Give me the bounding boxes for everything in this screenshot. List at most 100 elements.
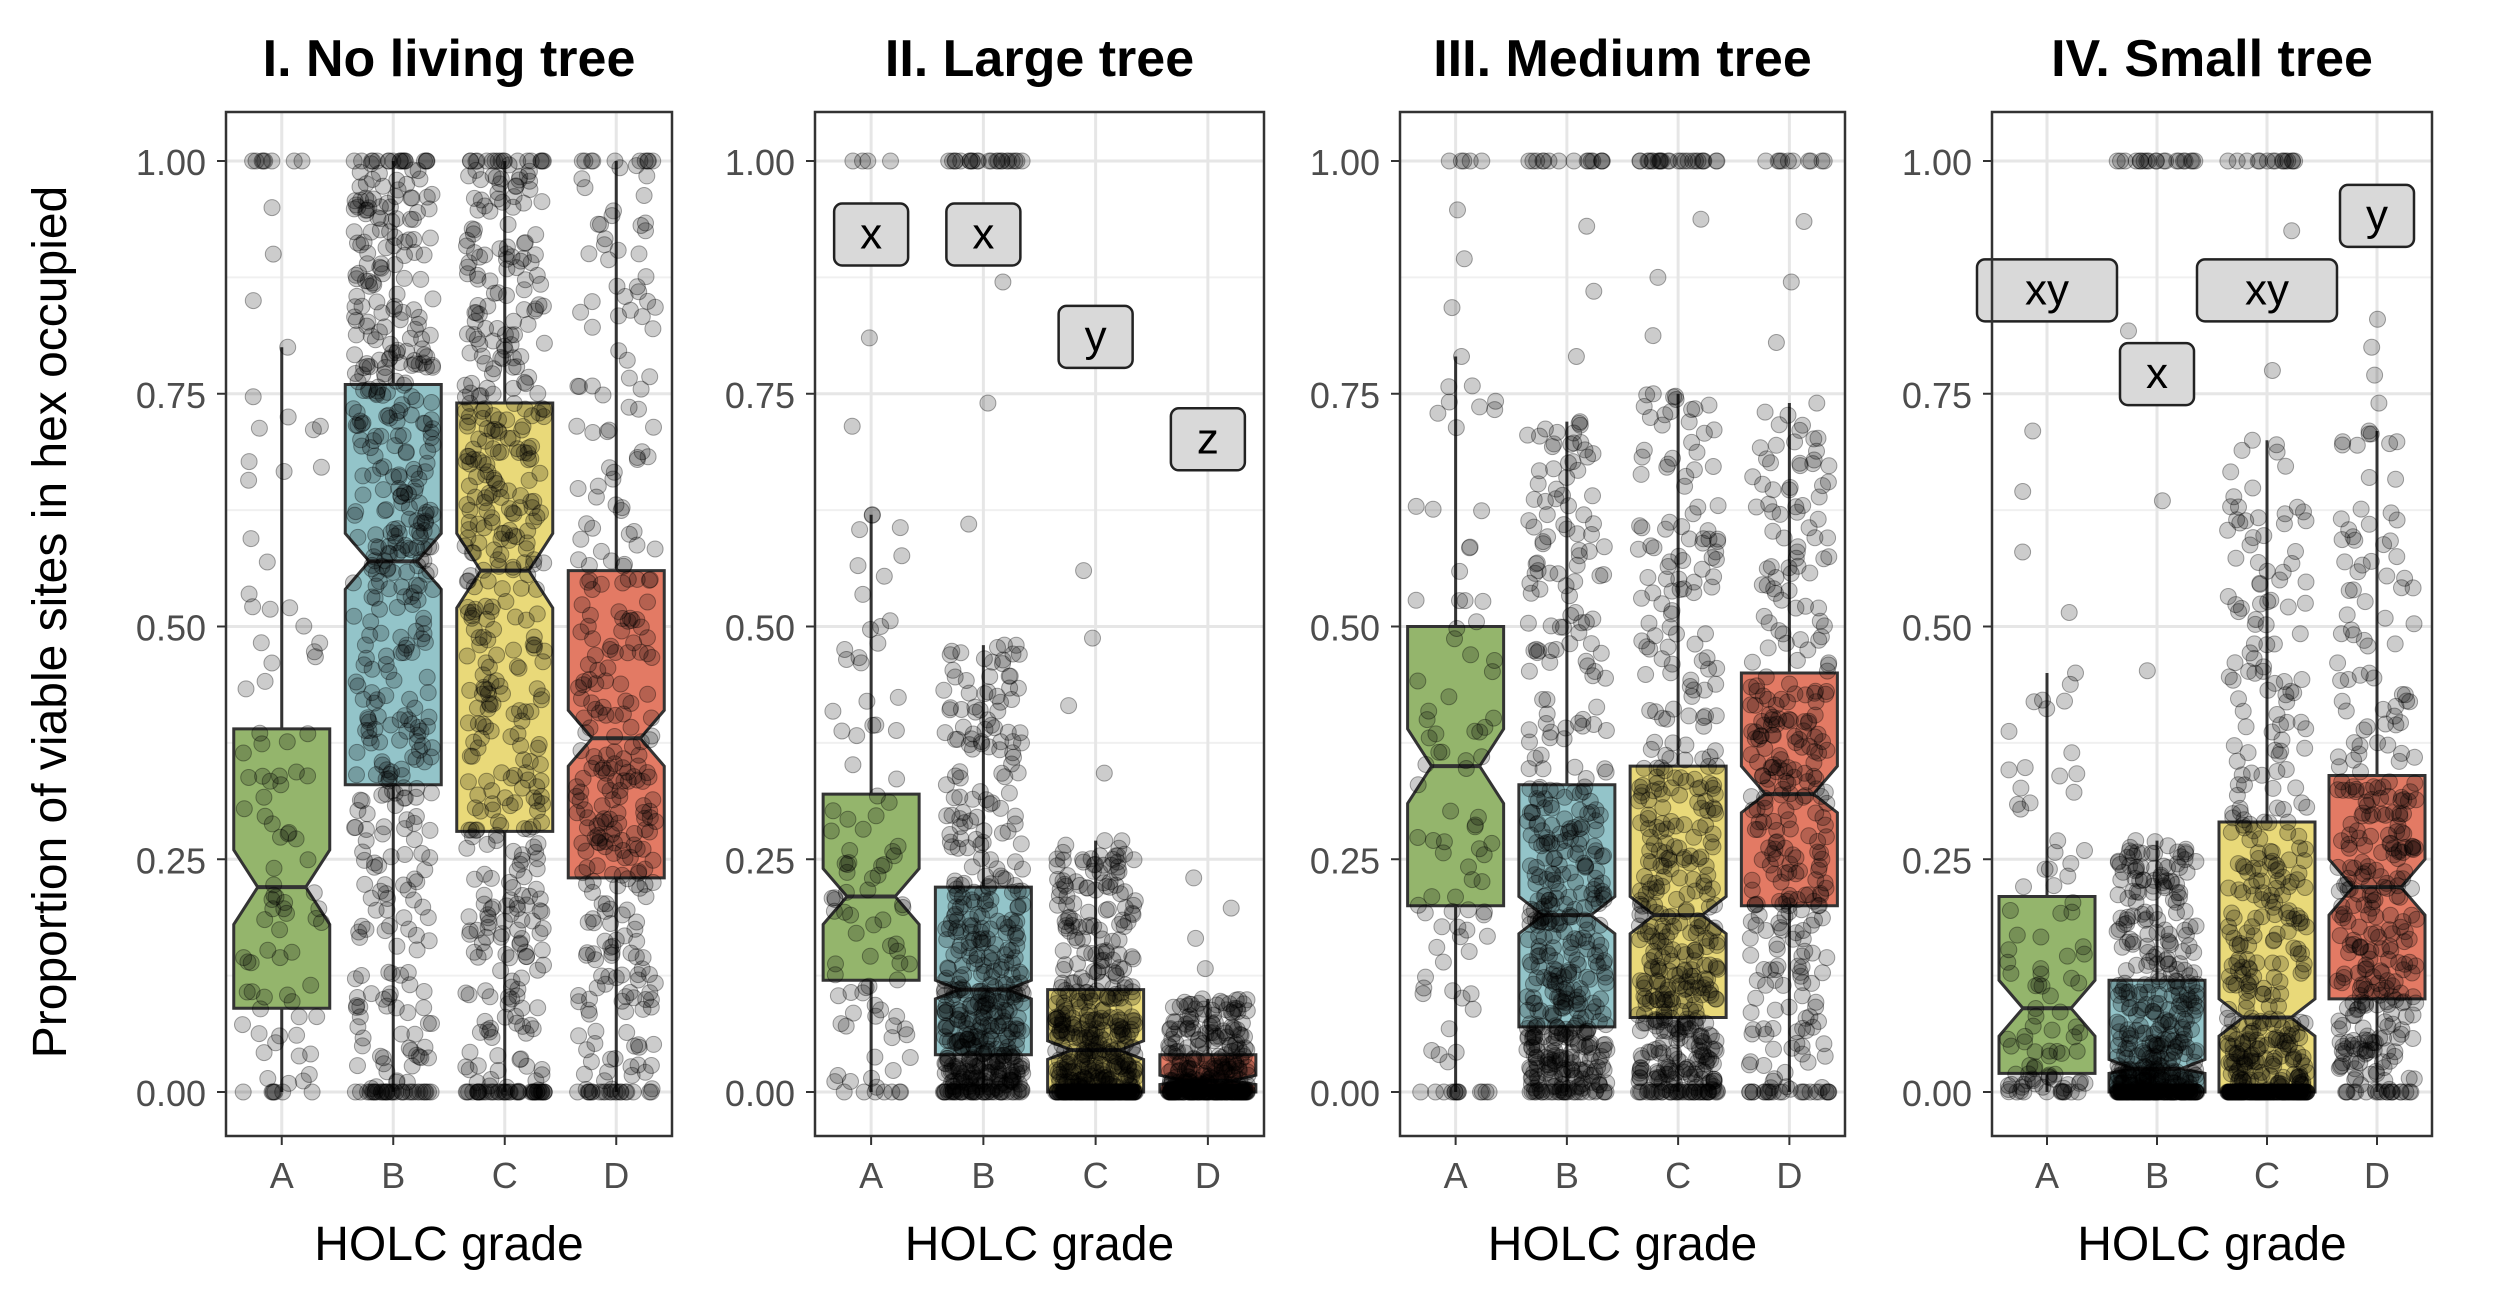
data-point	[1571, 785, 1589, 803]
data-point	[1707, 675, 1725, 693]
data-point	[348, 743, 366, 761]
data-point	[610, 307, 627, 325]
data-point	[348, 766, 365, 784]
data-point	[376, 1083, 394, 1101]
x-tick-label: A	[859, 1155, 883, 1196]
data-point	[388, 285, 406, 303]
data-point	[2016, 1027, 2034, 1045]
data-point	[371, 600, 388, 618]
data-point	[279, 825, 297, 843]
data-point	[397, 374, 414, 392]
data-point	[420, 538, 438, 556]
letter-label: z	[1197, 414, 1219, 463]
data-point	[456, 388, 474, 406]
data-point	[1663, 907, 1681, 925]
data-point	[1649, 957, 1667, 975]
data-point	[362, 985, 380, 1003]
data-point	[2070, 1074, 2088, 1092]
data-point	[1805, 430, 1823, 448]
data-point	[410, 470, 428, 488]
data-point	[1538, 691, 1556, 709]
outlier-point	[1651, 152, 1668, 170]
data-point	[1772, 690, 1790, 708]
data-point	[1794, 922, 1812, 939]
data-point	[1570, 541, 1588, 559]
data-point	[848, 727, 866, 745]
data-point	[1706, 742, 1724, 760]
data-point	[421, 229, 439, 247]
data-point	[1777, 712, 1795, 730]
data-point	[395, 909, 413, 927]
data-point	[639, 685, 657, 703]
data-point	[510, 659, 528, 677]
data-point	[645, 1035, 663, 1053]
data-point	[1068, 1083, 1085, 1101]
outlier-point	[1579, 152, 1597, 170]
data-point	[353, 1037, 371, 1055]
data-point	[604, 470, 622, 488]
data-point	[1444, 982, 1462, 1000]
data-point	[1686, 635, 1704, 653]
data-point	[388, 412, 406, 430]
data-point	[366, 720, 384, 738]
data-point	[1471, 723, 1489, 741]
data-point	[1999, 953, 2017, 971]
data-point	[388, 404, 406, 421]
data-point	[867, 807, 885, 825]
data-point	[353, 297, 371, 315]
data-point	[893, 547, 911, 565]
data-point	[2000, 761, 2018, 779]
data-point	[1126, 1046, 1144, 1064]
data-point	[635, 804, 653, 821]
data-point	[354, 414, 372, 432]
data-point	[575, 673, 593, 691]
data-point	[1460, 858, 1477, 876]
data-point	[405, 231, 423, 248]
data-point	[263, 152, 281, 170]
data-point	[271, 949, 289, 967]
data-point	[456, 537, 474, 555]
data-point	[1707, 990, 1724, 1008]
data-point	[287, 763, 305, 781]
data-point	[408, 522, 426, 540]
data-point	[256, 911, 274, 929]
data-point	[837, 1017, 855, 1035]
data-point	[2001, 902, 2019, 919]
data-point	[386, 527, 404, 545]
data-point	[1799, 1053, 1817, 1071]
data-point	[357, 205, 375, 223]
data-point	[1003, 883, 1021, 901]
data-point	[572, 742, 590, 760]
data-point	[519, 315, 537, 333]
data-point	[355, 359, 373, 377]
data-point	[460, 477, 478, 495]
data-point	[1591, 943, 1609, 961]
data-point	[516, 234, 533, 252]
data-point	[1690, 1083, 1708, 1101]
x-tick-label: D	[1195, 1155, 1221, 1196]
data-point	[1780, 998, 1798, 1016]
data-point	[395, 644, 413, 662]
data-point	[530, 296, 548, 314]
data-point	[1661, 923, 1679, 941]
data-point	[457, 984, 475, 1002]
data-point	[253, 152, 271, 170]
data-point	[422, 784, 440, 802]
data-point	[1761, 1083, 1779, 1101]
data-point	[1742, 1004, 1760, 1021]
data-point	[263, 815, 281, 833]
data-point	[1569, 956, 1587, 973]
data-point	[354, 486, 372, 504]
data-point	[600, 421, 618, 439]
data-point	[346, 346, 364, 364]
data-point	[606, 152, 624, 170]
data-point	[1480, 1083, 1498, 1101]
data-point	[481, 696, 499, 714]
data-point	[1531, 778, 1549, 796]
data-point	[263, 654, 281, 672]
data-point	[349, 1018, 367, 1036]
data-point	[601, 782, 619, 799]
data-point	[418, 668, 436, 686]
data-point	[1475, 846, 1493, 864]
data-point	[382, 848, 400, 866]
